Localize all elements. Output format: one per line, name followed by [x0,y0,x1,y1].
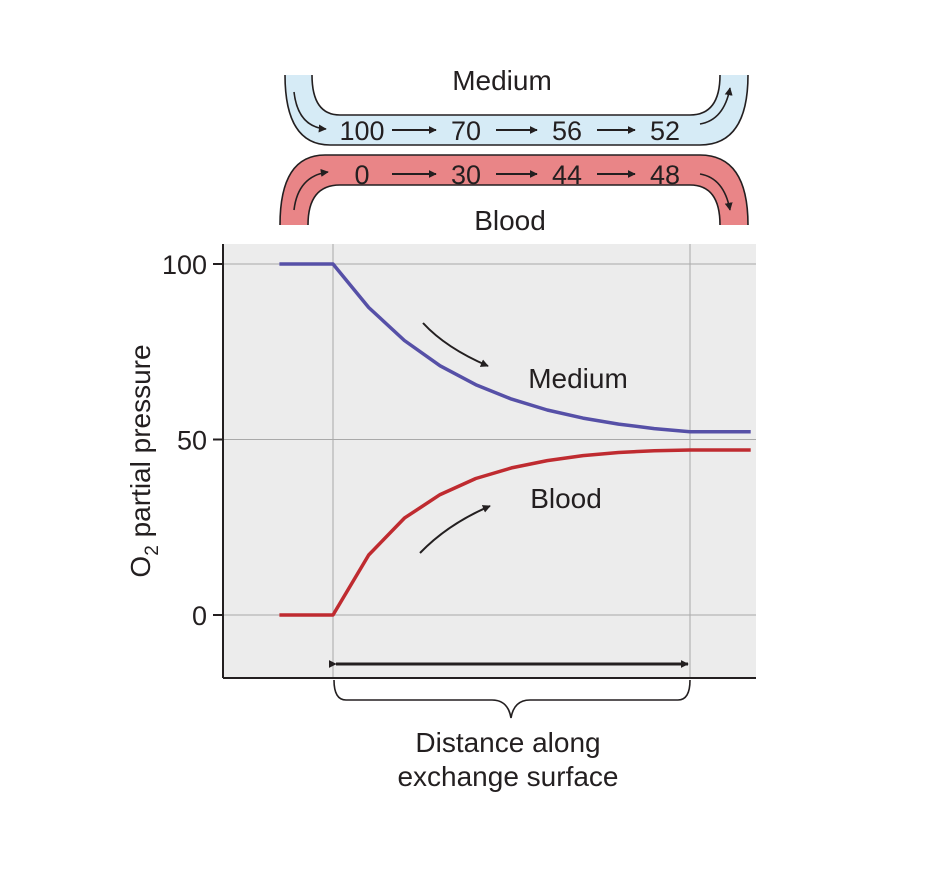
medium-trend-arrow [422,322,489,367]
medium-value-1: 70 [451,116,481,146]
blood-series-label: Blood [530,483,602,514]
medium-outflow-arrow [699,87,733,125]
medium-channel-outer-wall [284,74,749,146]
blood-inflow-arrow [293,168,329,211]
blood-channel-inner-wall [307,184,721,226]
y-axis-title: O2 partial pressure [125,344,163,577]
blood-channel-label: Blood [474,205,546,236]
medium-series-label: Medium [528,363,628,394]
medium-value-2: 56 [552,116,582,146]
plot-area [223,244,756,678]
medium-value-0: 100 [339,116,384,146]
blood-outflow-arrow [699,173,733,211]
blood-value-1: 30 [451,160,481,190]
x-axis-title-line-2: exchange surface [397,761,618,792]
blood-trend-arrow [419,505,491,554]
blood-value-0: 0 [354,160,369,190]
axes [222,244,756,679]
y-axis-title-subscript: 2 [142,545,163,556]
y-tick-label-1: 50 [177,426,207,456]
blood-value-2: 44 [552,160,582,190]
blood-channel-outer-wall [279,154,749,226]
medium-channel-label: Medium [452,65,552,96]
y-ticks: 0 50 100 [162,250,223,631]
exchange-span-brace [333,679,691,719]
medium-channel: Medium 100 70 56 52 [284,65,749,146]
medium-value-3: 52 [650,116,680,146]
series-line-blood [279,448,751,617]
blood-channel: Blood 0 30 44 48 [279,154,749,236]
y-tick-label-2: 100 [162,250,207,280]
medium-channel-inner-wall [311,74,721,116]
blood-values: 0 30 44 48 [354,160,680,190]
x-axis-title-line-1: Distance along [415,727,600,758]
data-series [279,262,751,617]
medium-inflow-arrow [293,91,327,133]
y-axis-title-rest: partial pressure [125,344,156,545]
medium-values: 100 70 56 52 [339,116,680,146]
y-tick-label-0: 0 [192,601,207,631]
series-line-medium [279,262,751,434]
y-axis-title-main: O [125,556,156,578]
blood-value-3: 48 [650,160,680,190]
